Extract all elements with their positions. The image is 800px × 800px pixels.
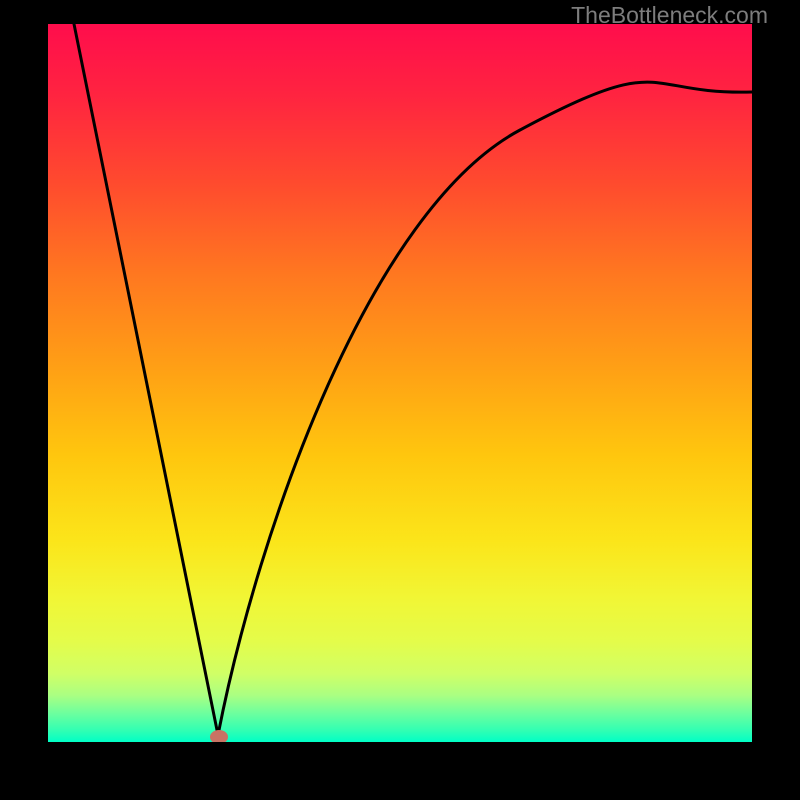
watermark-text: TheBottleneck.com — [571, 2, 768, 29]
axis-border-bottom — [0, 742, 800, 800]
axis-border-left — [0, 0, 48, 800]
plot-gradient-background — [48, 24, 752, 742]
axis-border-right — [752, 0, 800, 800]
watermark-label: TheBottleneck.com — [571, 2, 768, 28]
chart-container: TheBottleneck.com — [0, 0, 800, 800]
